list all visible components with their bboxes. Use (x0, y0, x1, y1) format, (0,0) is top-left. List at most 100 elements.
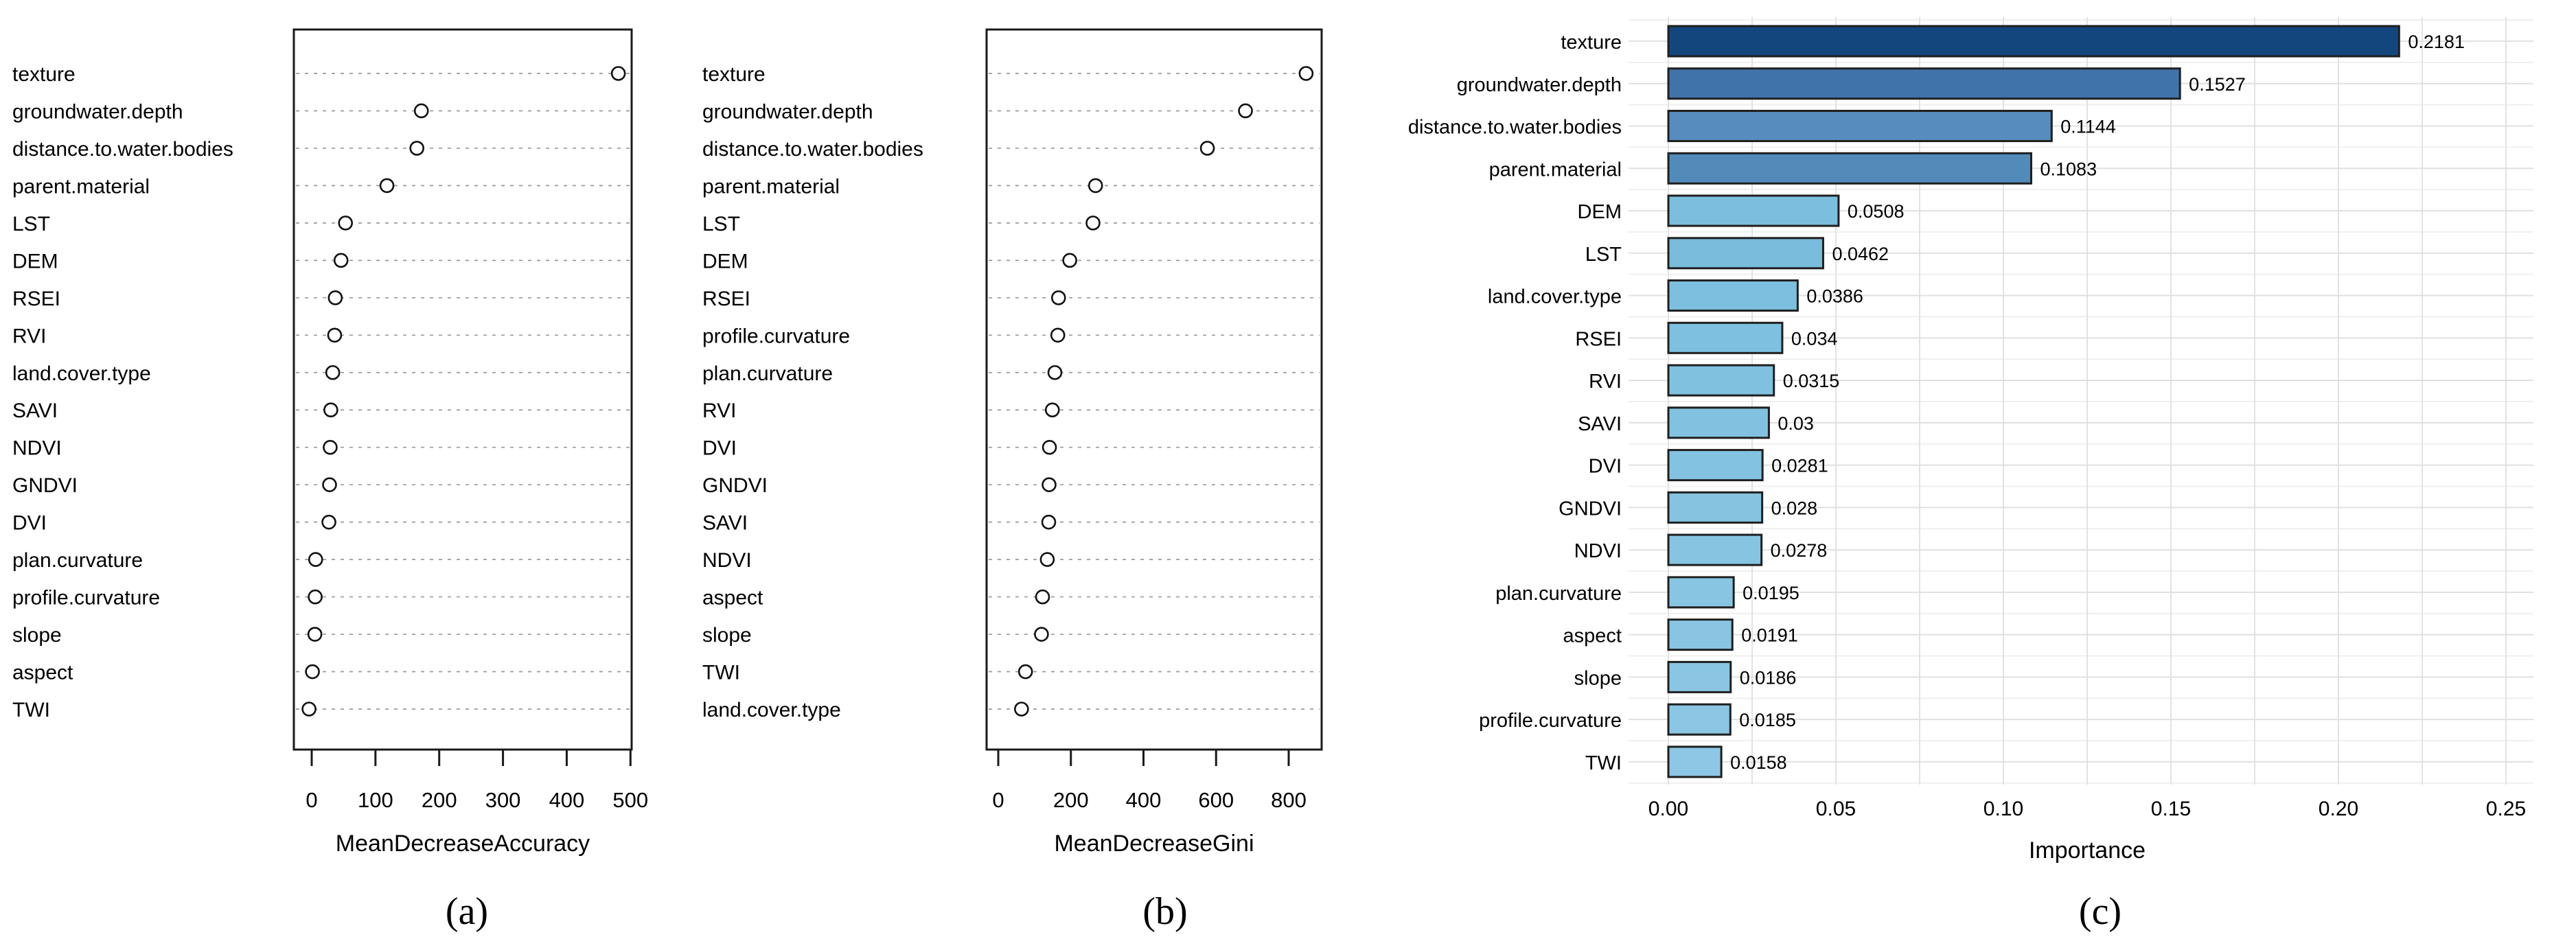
row-label: texture (12, 63, 76, 86)
data-point-circle (1085, 216, 1101, 231)
row-label: distance.to.water.bodies (1408, 117, 1622, 139)
importance-bar (1667, 110, 2053, 143)
caption-panel-c: (c) (2078, 890, 2122, 933)
data-point-circle (1047, 364, 1063, 380)
data-point-circle (1088, 178, 1103, 194)
row-label: SAVI (702, 512, 748, 535)
x-tick-label: 400 (1126, 788, 1162, 812)
importance-bar (1667, 237, 1824, 270)
x-tick-label: 600 (1198, 788, 1234, 812)
bar-value-label: 0.0158 (1730, 752, 1787, 773)
row-label: profile.curvature (1479, 710, 1622, 732)
row-label: profile.curvature (12, 587, 160, 610)
row-label: DVI (1589, 456, 1622, 478)
bar-value-label: 0.1083 (2040, 159, 2097, 179)
x-tick-label: 0 (992, 788, 1004, 812)
row-label: RVI (702, 399, 736, 422)
importance-bar (1667, 576, 1735, 609)
importance-bar (1667, 618, 1734, 651)
data-point-circle (333, 253, 349, 268)
row-label: slope (1574, 667, 1622, 689)
importance-bar (1667, 194, 1840, 227)
row-label: texture (1561, 32, 1622, 54)
row-label: LST (12, 213, 50, 235)
importance-bar (1667, 449, 1764, 482)
row-label: aspect (702, 587, 763, 610)
row-label: distance.to.water.bodies (702, 138, 923, 161)
row-label: LST (1585, 244, 1622, 266)
row-label: DEM (1578, 201, 1622, 223)
row-label: RVI (12, 325, 46, 347)
x-tick-label: 0.00 (1648, 798, 1688, 820)
row-label: groundwater.depth (1457, 74, 1622, 96)
data-point-circle (327, 327, 343, 343)
importance-bar (1667, 660, 1732, 693)
x-tick-label: 0.20 (2319, 798, 2358, 820)
importance-bar (1667, 703, 1732, 736)
row-label: land.cover.type (12, 362, 151, 385)
plot-box (292, 28, 633, 751)
row-label: SAVI (1578, 413, 1622, 435)
data-point-circle (321, 514, 336, 530)
row-label: groundwater.depth (12, 100, 183, 123)
x-tick-label: 800 (1271, 788, 1307, 812)
data-point-circle (610, 66, 626, 81)
bar-value-label: 0.0191 (1741, 625, 1798, 646)
bar-value-label: 0.028 (1771, 498, 1818, 518)
row-label: DVI (12, 512, 47, 535)
row-label: land.cover.type (1488, 286, 1622, 308)
data-point-circle (1039, 552, 1055, 567)
bar-value-label: 0.0186 (1740, 667, 1797, 688)
data-point-circle (338, 216, 354, 231)
data-point-circle (305, 664, 320, 680)
x-tick-label: 100 (358, 788, 393, 812)
row-label: parent.material (1489, 159, 1622, 181)
row-label: plan.curvature (12, 549, 143, 572)
bar-value-label: 0.2181 (2408, 32, 2465, 52)
data-point-circle (301, 702, 317, 717)
data-point-circle (1034, 627, 1049, 642)
bar-value-label: 0.034 (1791, 328, 1838, 349)
data-point-circle (1042, 439, 1057, 455)
data-point-circle (1298, 66, 1314, 81)
x-tick-label: 500 (612, 788, 648, 812)
row-label: NDVI (1574, 540, 1622, 562)
row-label: land.cover.type (702, 699, 841, 721)
importance-bar (1667, 279, 1799, 312)
bar-value-label: 0.0281 (1771, 456, 1828, 476)
row-label: TWI (702, 662, 740, 684)
data-point-circle (308, 589, 323, 605)
row-label: RSEI (1575, 328, 1622, 350)
row-label: profile.curvature (702, 325, 850, 347)
x-tick-label: 0.05 (1816, 798, 1856, 820)
row-label: DEM (702, 250, 748, 273)
data-point-circle (325, 364, 341, 380)
importance-bar (1667, 67, 2181, 100)
bar-value-label: 0.0195 (1743, 583, 1799, 603)
x-tick-label: 200 (1053, 788, 1089, 812)
x-tick-label: 200 (422, 788, 457, 812)
x-tick-label: 0 (306, 788, 317, 812)
data-point-circle (327, 290, 343, 305)
x-axis-title: MeanDecreaseGini (1054, 831, 1254, 857)
row-label: slope (702, 624, 752, 647)
row-label: NDVI (702, 549, 752, 572)
row-label: parent.material (12, 175, 150, 198)
row-label: groundwater.depth (702, 100, 873, 123)
row-label: texture (702, 63, 766, 86)
data-point-circle (323, 439, 338, 455)
bar-value-label: 0.1144 (2060, 117, 2116, 137)
importance-bar (1667, 745, 1723, 778)
row-label: GNDVI (702, 474, 768, 497)
bar-value-label: 0.0462 (1832, 244, 1889, 264)
data-point-circle (1199, 141, 1215, 156)
bar-value-label: 0.1527 (2189, 74, 2246, 95)
importance-bar (1667, 152, 2033, 185)
row-label: TWI (12, 699, 50, 721)
data-point-circle (1014, 702, 1029, 717)
caption-panel-b: (b) (1142, 890, 1188, 933)
x-tick-label: 400 (549, 788, 585, 812)
x-tick-label: 0.15 (2151, 798, 2191, 820)
data-point-circle (307, 627, 323, 642)
